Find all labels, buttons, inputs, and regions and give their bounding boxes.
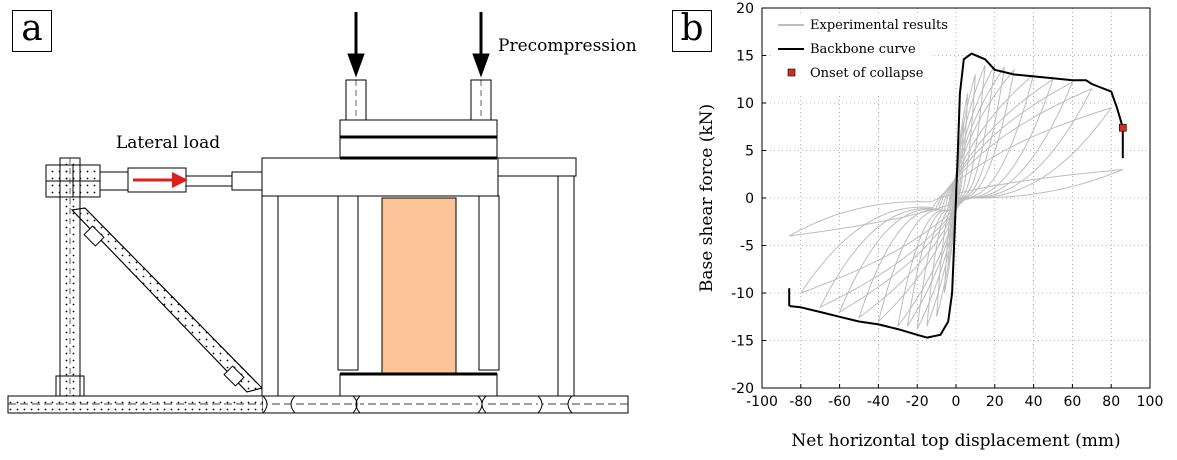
legend-backbone: Backbone curve <box>810 42 916 57</box>
y-tick-label: 5 <box>745 144 754 160</box>
x-axis-title: Net horizontal top displacement (mm) <box>791 431 1120 451</box>
x-tick-label: 60 <box>1063 394 1081 410</box>
panel-b-hysteresis-chart: -100 -80 -60 -40 -20 0 20 40 60 80 100 -20 -15 -10 -5 0… <box>668 0 1177 456</box>
base-anchors <box>262 395 573 414</box>
collapse-marker-group <box>1119 123 1127 132</box>
panel-a-label: a <box>12 10 52 52</box>
loading-frame <box>261 157 577 397</box>
panel-b-label: b <box>672 10 712 52</box>
x-tick-label: 100 <box>1137 394 1164 410</box>
lateral-load-arrowhead <box>172 172 188 188</box>
x-tick-label: -60 <box>828 394 851 410</box>
experimental-loop <box>926 64 986 327</box>
x-tick-label: 20 <box>986 394 1004 410</box>
x-tick-label: -80 <box>789 394 812 410</box>
panel-a-test-setup: a Precompression Lateral load <box>7 10 637 414</box>
y-tick-label: 15 <box>736 49 754 65</box>
y-tick-label: -10 <box>731 286 754 302</box>
y-tick-label: -15 <box>731 334 754 350</box>
x-tick-label: -40 <box>867 394 890 410</box>
legend-collapse: Onset of collapse <box>810 66 924 81</box>
top-plates <box>339 119 498 160</box>
precompression-arrows <box>347 12 490 78</box>
experimental-loop <box>907 66 1005 327</box>
base-beam <box>7 395 629 414</box>
legend-swatch-collapse <box>787 68 796 77</box>
masonry-specimen <box>381 197 457 375</box>
experimental-loop <box>897 68 1016 327</box>
y-tick-label: -5 <box>740 239 754 255</box>
test-setup-drawing <box>7 12 629 414</box>
y-tick-label: -20 <box>731 381 754 397</box>
experimental-loop <box>858 78 1054 320</box>
experimental-loop <box>916 64 996 330</box>
legend-experimental: Experimental results <box>810 18 948 33</box>
experimental-loop <box>877 73 1035 324</box>
x-tick-label: 80 <box>1102 394 1120 410</box>
y-tick-label: 0 <box>745 191 754 207</box>
experimental-loop <box>788 169 1123 237</box>
x-tick-label: 40 <box>1025 394 1043 410</box>
bottom-plates <box>339 372 498 397</box>
backbone-curve <box>788 52 1124 339</box>
reaction-column <box>45 157 263 397</box>
collapse-marker <box>1119 123 1127 132</box>
lateral-load-label: Lateral load <box>116 133 221 153</box>
x-tick-label: -100 <box>746 394 778 410</box>
tick-labels: -100 -80 -60 -40 -20 0 20 40 60 80 100 -20 -15 -10 -5 0… <box>731 1 1163 410</box>
backbone-curve-group <box>788 52 1124 339</box>
experimental-curves <box>788 64 1123 330</box>
x-tick-label: 0 <box>952 394 961 410</box>
hysteresis-chart: -100 -80 -60 -40 -20 0 20 40 60 80 100 -20 -15 -10 -5 0… <box>697 1 1163 451</box>
y-axis-title: Base shear force (kN) <box>697 104 717 292</box>
y-tick-label: 20 <box>736 1 754 17</box>
y-tick-label: 10 <box>736 96 754 112</box>
precompression-label: Precompression <box>498 36 637 56</box>
precompression-rods <box>337 79 500 371</box>
x-tick-label: -20 <box>906 394 929 410</box>
legend: Experimental results Backbone curve Onse… <box>772 14 948 94</box>
